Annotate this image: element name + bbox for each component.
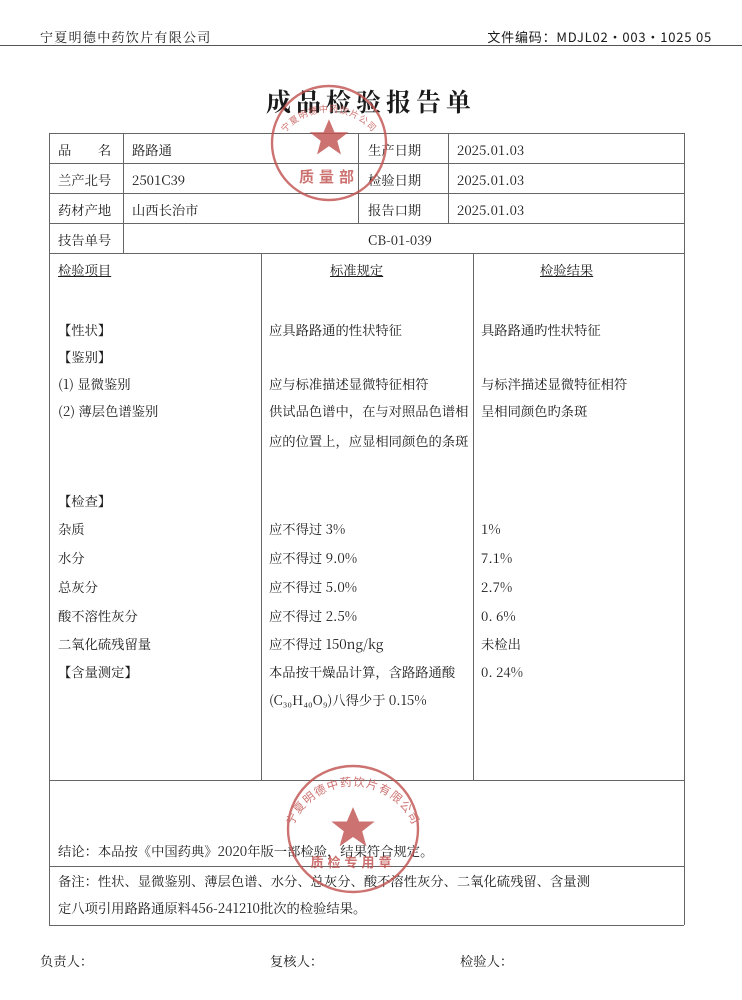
svg-text:质检专用章: 质检专用章 — [310, 852, 395, 871]
svg-text:质量部: 质量部 — [299, 166, 359, 187]
